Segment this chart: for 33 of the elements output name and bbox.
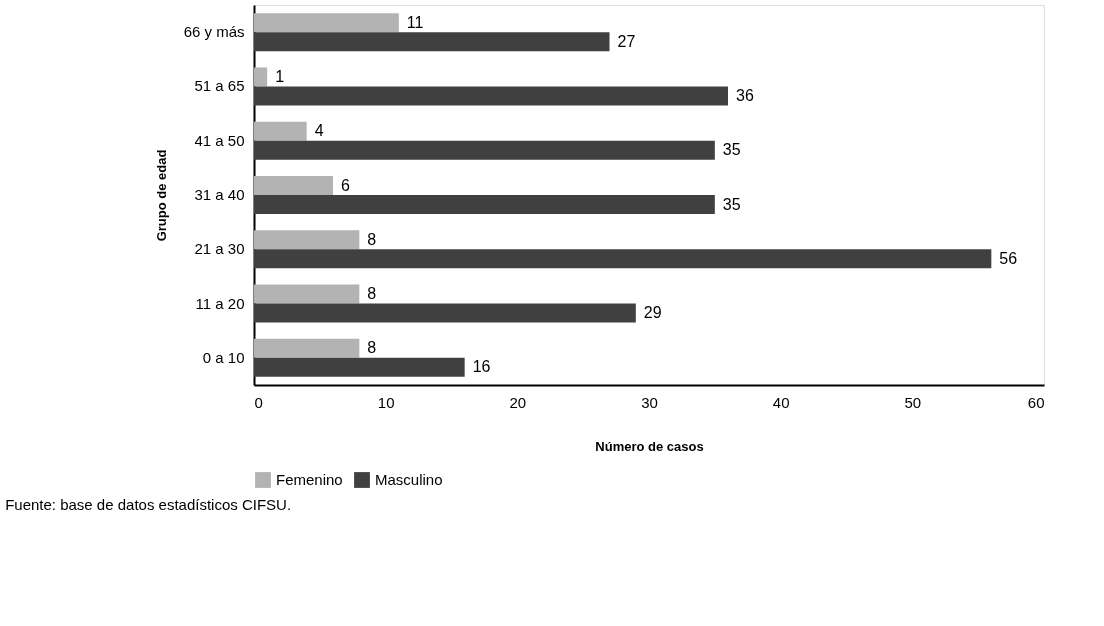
data-label: 8 (367, 285, 377, 303)
legend-label: Femenino (276, 471, 343, 488)
x-axis-title: Número de casos (595, 438, 704, 454)
x-tick-label: 10 (377, 393, 395, 411)
data-label: 1 (275, 67, 285, 85)
y-tick-label: 41 a 50 (194, 131, 245, 149)
x-tick-label: 60 (1027, 393, 1045, 411)
data-label: 8 (367, 230, 377, 248)
data-label: 4 (314, 122, 324, 140)
data-label: 8 (367, 339, 377, 357)
y-tick-label: 0 a 10 (202, 348, 245, 366)
x-tick-label: 0 (254, 393, 263, 411)
y-tick-label: 66 y más (183, 23, 245, 41)
data-label: 56 (999, 249, 1018, 267)
source-note: Fuente: base de datos estadísticos CIFSU. (5, 496, 292, 513)
data-label: 36 (736, 86, 754, 104)
x-tick-label: 50 (904, 393, 922, 411)
data-label: 6 (341, 176, 350, 194)
y-tick-label: 51 a 65 (194, 77, 245, 95)
data-label: 35 (722, 141, 741, 159)
data-label: 27 (617, 32, 636, 50)
y-tick-label: 11 a 20 (195, 294, 245, 312)
x-tick-label: 20 (509, 393, 527, 411)
data-label: 29 (643, 304, 662, 322)
data-label: 16 (472, 358, 491, 376)
y-tick-label: 21 a 30 (194, 240, 245, 258)
data-label: 35 (722, 195, 741, 213)
data-label: 11 (406, 13, 424, 31)
y-tick-label: 31 a 40 (194, 186, 245, 203)
x-tick-label: 30 (641, 393, 658, 411)
y-axis-title: Grupo de edad (153, 149, 169, 242)
legend-label: Masculino (375, 471, 443, 488)
x-tick-label: 40 (772, 393, 790, 411)
